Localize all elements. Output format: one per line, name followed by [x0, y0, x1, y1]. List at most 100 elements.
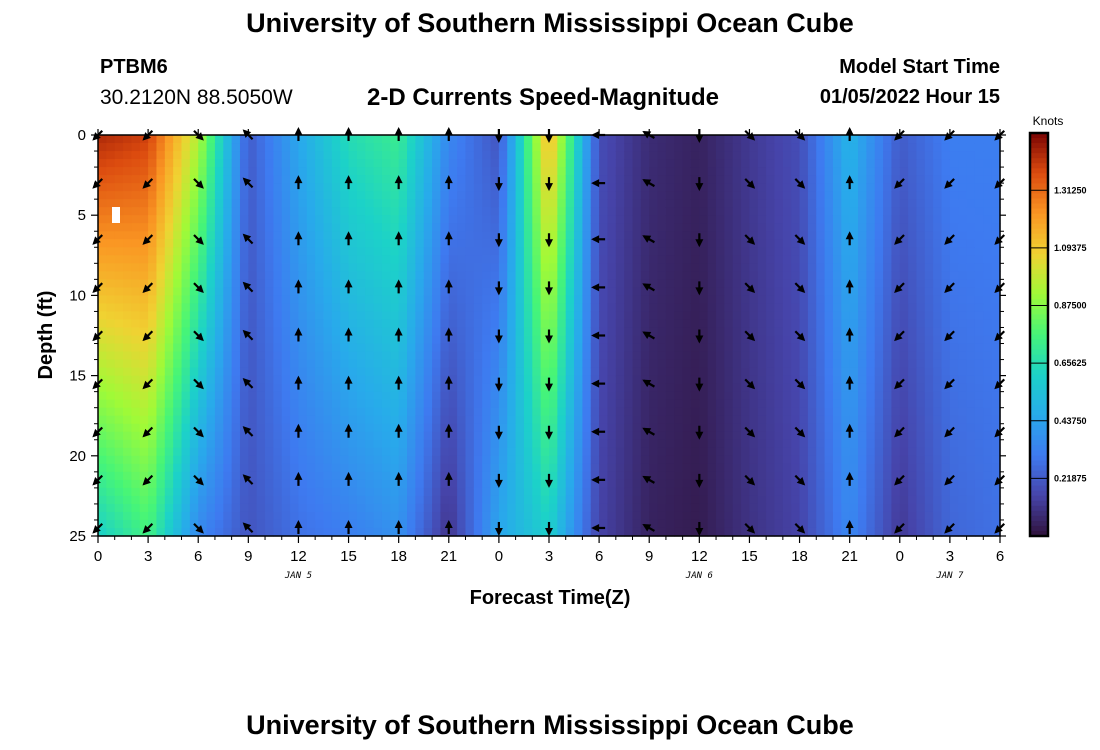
- heatmap-cell: [306, 271, 316, 280]
- heatmap-cell: [440, 471, 450, 481]
- heatmap-cell: [590, 511, 600, 521]
- heatmap-cell: [716, 415, 725, 425]
- heatmap-cell: [348, 335, 358, 345]
- heatmap-cell: [732, 159, 742, 168]
- heatmap-cell: [156, 183, 166, 192]
- heatmap-cell: [348, 511, 358, 521]
- heatmap-cell: [156, 463, 166, 473]
- heatmap-cell: [791, 351, 801, 361]
- heatmap-cell: [665, 511, 675, 521]
- heatmap-cell: [540, 335, 550, 345]
- heatmap-cell: [407, 367, 416, 377]
- heatmap-cell: [590, 311, 600, 321]
- heatmap-cell: [766, 327, 776, 337]
- heatmap-cell: [498, 271, 508, 280]
- heatmap-cell: [791, 439, 801, 449]
- heatmap-cell: [665, 271, 675, 280]
- heatmap-cell: [757, 287, 767, 296]
- heatmap-cell: [248, 199, 258, 208]
- heatmap-cell: [774, 271, 784, 280]
- heatmap-cell: [649, 519, 659, 529]
- heatmap-cell: [924, 367, 934, 377]
- heatmap-cell: [448, 183, 458, 192]
- heatmap-cell: [440, 407, 450, 417]
- heatmap-cell: [181, 463, 191, 473]
- heatmap-cell: [749, 367, 759, 377]
- heatmap-cell: [473, 447, 483, 457]
- heatmap-cell: [498, 207, 508, 216]
- heatmap-cell: [373, 159, 383, 168]
- heatmap-cell: [223, 431, 233, 441]
- heatmap-cell: [156, 519, 166, 529]
- heatmap-cell: [732, 463, 742, 473]
- heatmap-cell: [607, 175, 617, 184]
- heatmap-cell: [716, 495, 725, 505]
- heatmap-cell: [390, 447, 400, 457]
- heatmap-cell: [123, 191, 133, 200]
- heatmap-cell: [607, 399, 617, 409]
- heatmap-cell: [523, 463, 533, 473]
- heatmap-cell: [515, 287, 525, 296]
- heatmap-cell: [390, 303, 400, 313]
- heatmap-cell: [231, 367, 241, 377]
- heatmap-cell: [908, 511, 918, 521]
- heatmap-cell: [824, 447, 834, 457]
- heatmap-cell: [181, 263, 191, 272]
- heatmap-cell: [398, 263, 408, 272]
- heatmap-cell: [766, 183, 776, 192]
- heatmap-cell: [432, 223, 442, 232]
- heatmap-cell: [891, 271, 901, 280]
- heatmap-cell: [373, 215, 383, 224]
- heatmap-cell: [273, 231, 283, 240]
- heatmap-cell: [407, 511, 416, 521]
- heatmap-cell: [498, 463, 508, 473]
- heatmap-cell: [323, 215, 333, 224]
- heatmap-cell: [164, 479, 174, 489]
- heatmap-cell: [340, 263, 350, 272]
- heatmap-cell: [256, 359, 266, 369]
- heatmap-cell: [440, 191, 450, 200]
- heatmap-cell: [590, 431, 600, 441]
- heatmap-cell: [816, 487, 826, 497]
- heatmap-cell: [164, 391, 174, 401]
- heatmap-cell: [131, 135, 141, 144]
- heatmap-cell: [515, 255, 525, 264]
- heatmap-cell: [549, 415, 558, 425]
- heatmap-cell: [891, 487, 901, 497]
- heatmap-cell: [265, 335, 274, 345]
- heatmap-cell: [515, 191, 525, 200]
- heatmap-cell: [858, 279, 867, 288]
- heatmap-cell: [298, 247, 308, 256]
- heatmap-cell: [515, 143, 525, 152]
- heatmap-cell: [908, 335, 918, 345]
- heatmap-cell: [924, 415, 934, 425]
- heatmap-cell: [98, 223, 107, 232]
- heatmap-cell: [390, 199, 400, 208]
- heatmap-cell: [916, 391, 926, 401]
- heatmap-cell: [565, 247, 575, 256]
- heatmap-cell: [482, 407, 492, 417]
- heatmap-cell: [540, 263, 550, 272]
- heatmap-cell: [899, 167, 909, 176]
- heatmap-cell: [749, 271, 759, 280]
- heatmap-cell: [323, 311, 333, 321]
- heatmap-cell: [649, 287, 659, 296]
- heatmap-cell: [858, 391, 867, 401]
- heatmap-cell: [381, 175, 391, 184]
- heatmap-cell: [423, 367, 433, 377]
- heatmap-cell: [214, 311, 224, 321]
- heatmap-cell: [231, 279, 241, 288]
- heatmap-cell: [782, 463, 792, 473]
- heatmap-cell: [164, 399, 174, 409]
- heatmap-cell: [373, 239, 383, 248]
- heatmap-cell: [858, 159, 867, 168]
- heatmap-cell: [607, 447, 617, 457]
- heatmap-cell: [239, 255, 249, 264]
- heatmap-cell: [156, 367, 166, 377]
- heatmap-cell: [899, 383, 909, 393]
- heatmap-cell: [507, 159, 517, 168]
- heatmap-cell: [365, 327, 375, 337]
- heatmap-cell: [256, 271, 266, 280]
- heatmap-cell: [690, 351, 700, 361]
- heatmap-cell: [599, 455, 609, 465]
